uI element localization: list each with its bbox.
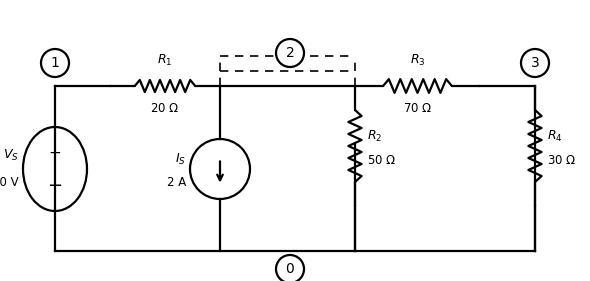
Text: 20 V: 20 V — [0, 176, 19, 189]
Text: 30 $\Omega$: 30 $\Omega$ — [547, 153, 576, 167]
Circle shape — [521, 49, 549, 77]
Text: 20 $\Omega$: 20 $\Omega$ — [150, 102, 180, 115]
Circle shape — [41, 49, 69, 77]
Text: $I_S$: $I_S$ — [175, 151, 186, 167]
Text: −: − — [47, 177, 63, 195]
Text: $R_4$: $R_4$ — [547, 128, 563, 144]
Text: $R_3$: $R_3$ — [409, 53, 425, 68]
Text: $R_1$: $R_1$ — [158, 53, 173, 68]
Circle shape — [276, 39, 304, 67]
Text: 2: 2 — [286, 46, 294, 60]
Text: $R_2$: $R_2$ — [367, 128, 382, 144]
Text: +: + — [48, 146, 61, 160]
Text: 70 $\Omega$: 70 $\Omega$ — [403, 102, 432, 115]
Text: 1: 1 — [51, 56, 60, 70]
Text: 3: 3 — [530, 56, 539, 70]
Text: 50 $\Omega$: 50 $\Omega$ — [367, 153, 396, 167]
Text: $V_S$: $V_S$ — [3, 148, 19, 162]
Text: 0: 0 — [286, 262, 294, 276]
Text: 2 A: 2 A — [167, 176, 186, 189]
Circle shape — [276, 255, 304, 281]
